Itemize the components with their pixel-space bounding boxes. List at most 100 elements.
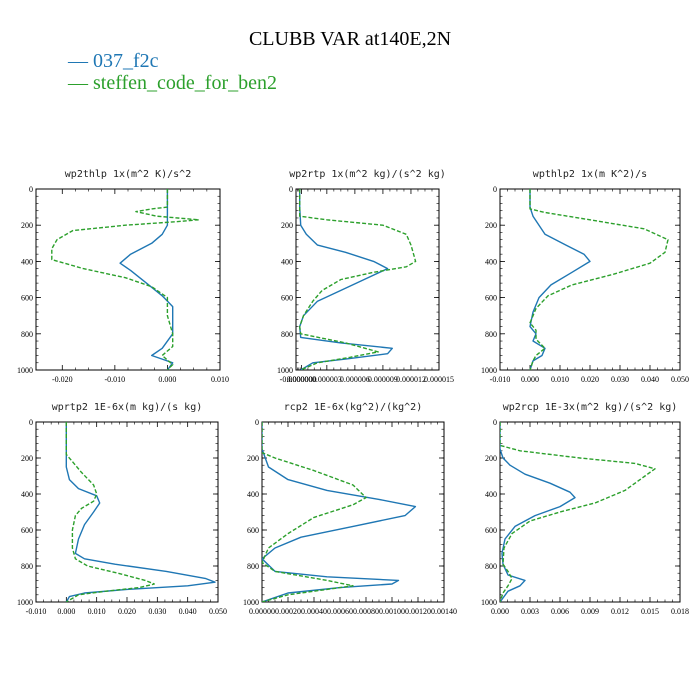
y-tick-label: 600 (281, 294, 293, 303)
x-tick-label: 0.012 (611, 607, 629, 616)
x-tick-label: 0.00100 (379, 607, 405, 616)
subplot-title: wp2rcp 1E-3x(m^2 kg)/(s^2 kg) (503, 402, 678, 413)
y-tick-label: 1000 (17, 366, 33, 375)
y-tick-label: 200 (21, 221, 33, 230)
x-tick-label: 0.010 (88, 607, 106, 616)
y-tick-label: 1000 (17, 598, 33, 607)
y-tick-label: 200 (485, 454, 497, 463)
y-tick-label: 200 (21, 454, 33, 463)
legend-entry-037-f2c: — 037_f2c (68, 50, 159, 72)
y-tick-label: 0 (255, 418, 259, 427)
x-tick-label: 0.00020 (275, 607, 301, 616)
x-tick-label: -0.010 (26, 607, 47, 616)
y-tick-label: 600 (247, 526, 259, 535)
y-tick-label: 600 (21, 526, 33, 535)
x-tick-label: 0.000 (521, 375, 539, 384)
y-tick-label: 800 (21, 562, 33, 571)
y-tick-label: 200 (281, 221, 293, 230)
y-tick-label: 200 (485, 221, 497, 230)
y-tick-label: 400 (21, 490, 33, 499)
x-tick-label: 0.050 (209, 607, 227, 616)
x-tick-label: 0.000000 (287, 375, 317, 384)
y-tick-label: 600 (485, 526, 497, 535)
subplot-title: wprtp2 1E-6x(m kg)/(s kg) (52, 402, 203, 413)
x-tick-label: 0.00120 (405, 607, 431, 616)
x-tick-label: 0.00140 (431, 607, 457, 616)
x-tick-label: 0.000015 (424, 375, 454, 384)
subplot-title: rcp2 1E-6x(kg^2)/(kg^2) (284, 402, 422, 413)
x-tick-label: 0.006 (551, 607, 569, 616)
y-tick-label: 1000 (277, 366, 293, 375)
x-tick-label: 0.000 (57, 607, 75, 616)
legend-entry-steffen-code-for-ben2: — steffen_code_for_ben2 (68, 72, 278, 94)
series-line-037-f2c (500, 422, 576, 602)
series-line-037-f2c (119, 189, 174, 370)
subplot-title: wpthlp2 1x(m K^2)/s (533, 169, 647, 180)
x-tick-label: 0.010 (551, 375, 569, 384)
series-line-037-f2c (299, 189, 393, 370)
subplot-4: wprtp2 1E-6x(m kg)/(s kg) 0 200 400 600 800 10… (17, 402, 227, 616)
x-tick-label: 0.030 (611, 375, 629, 384)
y-tick-label: 600 (485, 294, 497, 303)
x-tick-label: -0.020 (52, 375, 73, 384)
plot-frame (261, 421, 445, 603)
x-tick-label: 0.00040 (301, 607, 327, 616)
y-tick-label: 800 (247, 562, 259, 571)
series-line-steffen-code-for-ben2 (529, 189, 669, 370)
x-tick-label: 0.00080 (353, 607, 379, 616)
plot-frame (35, 188, 221, 371)
subplot-3: wpthlp2 1x(m K^2)/s 0 200 400 600 800 1000-0.0… (481, 169, 689, 384)
series-line-steffen-code-for-ben2 (65, 422, 156, 602)
y-tick-label: 400 (281, 257, 293, 266)
x-tick-label: -0.010 (105, 375, 126, 384)
y-tick-label: 1000 (481, 598, 497, 607)
x-tick-label: -0.010 (490, 375, 511, 384)
subplot-5: rcp2 1E-6x(kg^2)/(kg^2) 0 200 400 600 800 1000… (243, 402, 457, 616)
subplot-title: wp2thlp 1x(m^2 K)/s^2 (65, 169, 191, 180)
plot-frame (499, 188, 681, 371)
y-tick-label: 200 (247, 454, 259, 463)
series-line-steffen-code-for-ben2 (262, 422, 367, 602)
y-tick-label: 800 (485, 562, 497, 571)
x-tick-label: 0.015 (641, 607, 659, 616)
plot-frame (499, 421, 681, 603)
subplot-1: wp2thlp 1x(m^2 K)/s^2 0 200 400 600 800 1000 -0… (17, 169, 229, 384)
x-tick-label: 0.020 (581, 375, 599, 384)
y-tick-label: 0 (29, 418, 33, 427)
x-tick-label: 0.000 (491, 607, 509, 616)
x-tick-label: 0.040 (179, 607, 197, 616)
x-tick-label: 0.018 (671, 607, 689, 616)
x-tick-label: 0.000 (158, 375, 176, 384)
x-tick-label: 0.00000 (249, 607, 275, 616)
series-line-steffen-code-for-ben2 (299, 189, 417, 370)
y-tick-label: 1000 (243, 598, 259, 607)
y-tick-label: 0 (493, 185, 497, 194)
y-tick-label: 400 (247, 490, 259, 499)
y-tick-label: 0 (29, 185, 33, 194)
x-tick-label: 0.009 (581, 607, 599, 616)
y-tick-label: 0 (493, 418, 497, 427)
x-tick-label: 0.00060 (327, 607, 353, 616)
x-tick-label: 0.000012 (396, 375, 426, 384)
series-line-steffen-code-for-ben2 (500, 422, 656, 602)
y-tick-label: 600 (21, 294, 33, 303)
x-tick-label: 0.040 (641, 375, 659, 384)
figure-title: CLUBB VAR at140E,2N (248, 28, 452, 50)
y-tick-label: 400 (485, 490, 497, 499)
plot-frame (295, 188, 440, 371)
y-tick-label: 400 (485, 257, 497, 266)
x-tick-label: -0.000000 (280, 375, 313, 384)
x-tick-label: 0.003 (521, 607, 539, 616)
y-tick-label: 800 (21, 330, 33, 339)
y-tick-label: 800 (485, 330, 497, 339)
x-tick-label: 0.000006 (340, 375, 370, 384)
x-tick-label: 0.050 (671, 375, 689, 384)
x-tick-label: 0.010 (211, 375, 229, 384)
series-line-steffen-code-for-ben2 (51, 189, 200, 370)
y-tick-label: 400 (21, 257, 33, 266)
series-line-037-f2c (65, 422, 216, 602)
y-tick-label: 800 (281, 330, 293, 339)
subplot-title: wp2rtp 1x(m^2 kg)/(s^2 kg) (289, 169, 446, 180)
